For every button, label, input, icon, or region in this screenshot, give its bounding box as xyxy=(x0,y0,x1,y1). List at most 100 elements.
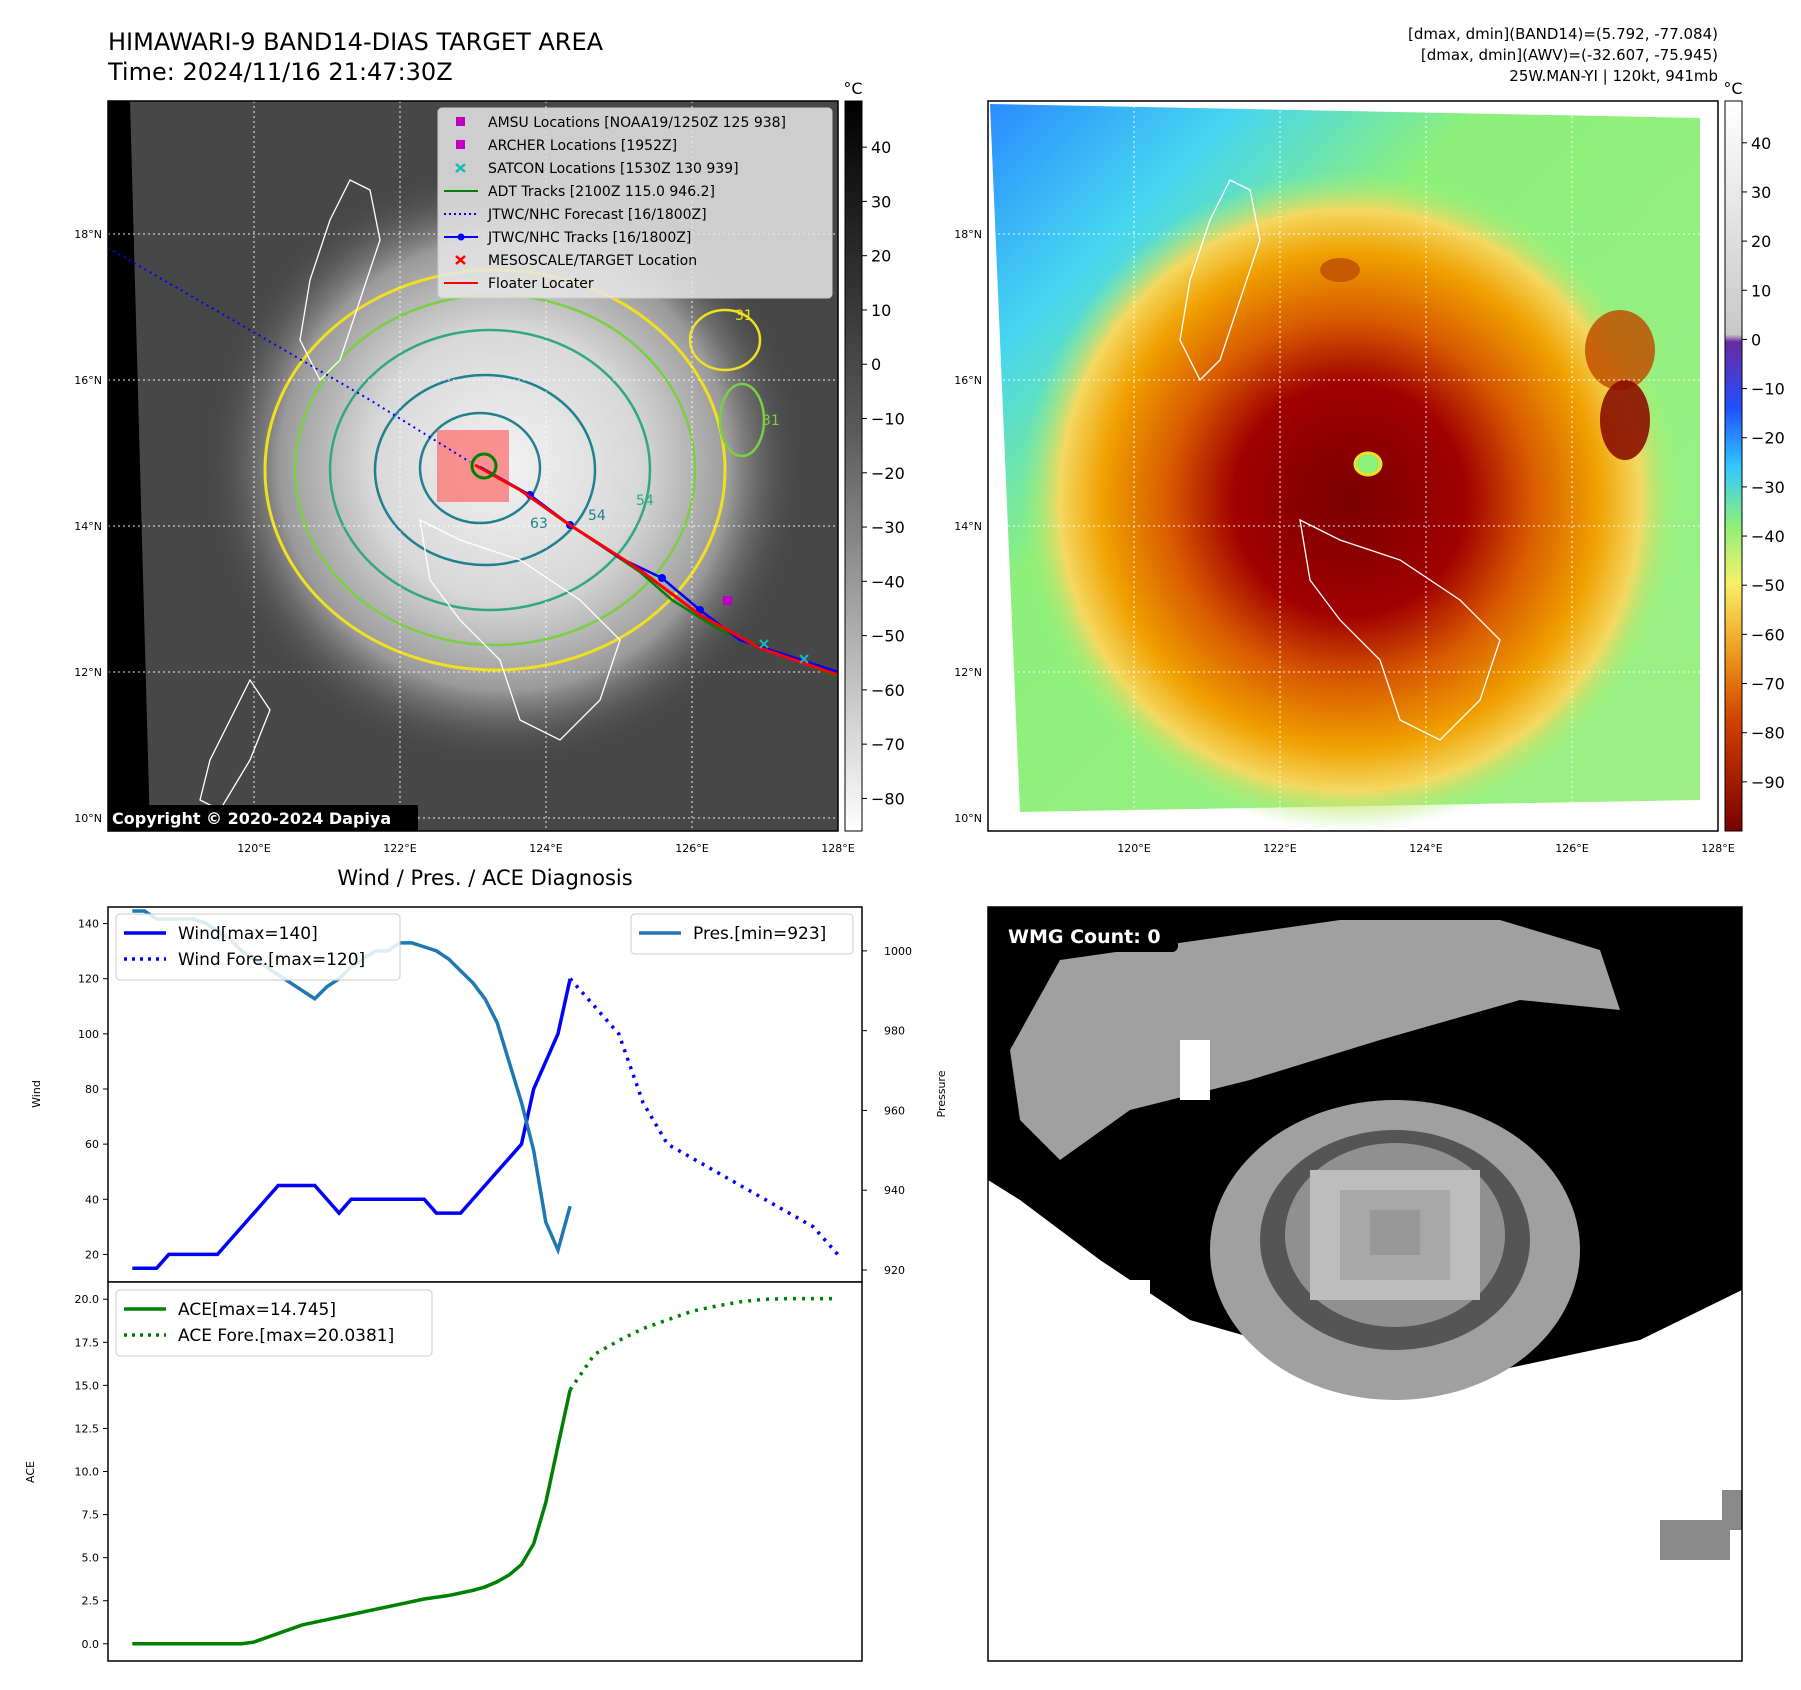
lon-tick-label: 122°E xyxy=(1263,842,1296,855)
colorbar-tick-label: −60 xyxy=(1751,625,1785,644)
lon-tick-label: 122°E xyxy=(383,842,416,855)
legend-label: JTWC/NHC Tracks [16/1800Z] xyxy=(487,230,691,246)
colorbar-tick-label: 0 xyxy=(1751,330,1761,349)
legend-label: ADT Tracks [2100Z 115.0 946.2] xyxy=(488,184,715,200)
y-tick-label: 0.0 xyxy=(82,1638,100,1651)
colorbar-tick-label: −50 xyxy=(1751,576,1785,595)
chart-legend: Wind[max=140] Wind Fore.[max=120] xyxy=(115,913,401,981)
eye xyxy=(1353,451,1383,477)
pressure-axis-label: Pressure xyxy=(935,1070,948,1117)
lat-tick-label: 12°N xyxy=(74,666,102,679)
wind-axis-label: Wind xyxy=(30,1080,43,1108)
copyright-text: Copyright © 2020-2024 Dapiya xyxy=(112,809,391,828)
legend-item: Floater Locater xyxy=(444,276,594,292)
colorbar-tick-label: −20 xyxy=(1751,429,1785,448)
legend-label: Floater Locater xyxy=(488,276,594,292)
y2-tick-label: 920 xyxy=(884,1264,905,1277)
chart-legend: Pres.[min=923] xyxy=(630,913,854,955)
colorbar-tick-label: −60 xyxy=(871,681,905,700)
series-line xyxy=(568,977,839,1256)
contour-label: 63 xyxy=(530,516,548,532)
y-tick-label: 20 xyxy=(85,1248,99,1261)
lon-tick-label: 124°E xyxy=(529,842,562,855)
colorbar-tick-label: −80 xyxy=(871,789,905,808)
legend-item: JTWC/NHC Forecast [16/1800Z] xyxy=(444,207,707,223)
y-tick-label: 17.5 xyxy=(75,1336,100,1349)
y-tick-label: 40 xyxy=(85,1193,99,1206)
chart-legend-label: ACE Fore.[max=20.0381] xyxy=(178,1326,394,1346)
legend-item: SATCON Locations [1530Z 130 939] xyxy=(455,161,739,177)
y2-tick-label: 940 xyxy=(884,1184,905,1197)
figure-title: HIMAWARI-9 BAND14-DIAS TARGET AREA xyxy=(108,28,604,56)
lon-tick-label: 120°E xyxy=(237,842,270,855)
contour-label: 54 xyxy=(588,508,606,524)
contour-label: 31 xyxy=(735,308,753,324)
lat-tick-label: 16°N xyxy=(954,374,982,387)
colorbar-tick-label: 20 xyxy=(1751,232,1771,251)
lat-tick-label: 10°N xyxy=(954,812,982,825)
y-tick-label: 7.5 xyxy=(82,1509,100,1522)
series-line xyxy=(132,1389,572,1646)
lat-tick-label: 14°N xyxy=(74,520,102,533)
legend-item: MESOSCALE/TARGET Location xyxy=(455,253,697,269)
chart-legend-label: Pres.[min=923] xyxy=(693,924,826,944)
legend-item: ARCHER Locations [1952Z] xyxy=(456,138,677,154)
colorbar-tick-label: −50 xyxy=(871,627,905,646)
legend-label: JTWC/NHC Forecast [16/1800Z] xyxy=(487,207,707,223)
info-line-band14: [dmax, dmin](BAND14)=(5.792, -77.084) xyxy=(1408,25,1718,43)
y-tick-label: 5.0 xyxy=(82,1552,100,1565)
legend-label: SATCON Locations [1530Z 130 939] xyxy=(488,161,739,177)
legend-item: AMSU Locations [NOAA19/1250Z 125 938] xyxy=(456,115,786,131)
info-line-awv: [dmax, dmin](AWV)=(-32.607, -75.945) xyxy=(1421,46,1718,64)
y-tick-label: 2.5 xyxy=(82,1595,100,1608)
colorbar-tick-label: 10 xyxy=(1751,281,1771,300)
y-tick-label: 60 xyxy=(85,1138,99,1151)
chart-legend: ACE[max=14.745] ACE Fore.[max=20.0381] xyxy=(115,1289,433,1357)
y-tick-label: 100 xyxy=(78,1028,99,1041)
ir-colorbar xyxy=(844,100,863,832)
contour-label: 31 xyxy=(762,413,780,429)
colorbar-tick-label: 10 xyxy=(871,301,891,320)
y2-tick-label: 1000 xyxy=(884,945,912,958)
series-line xyxy=(568,1296,838,1391)
map-legend: AMSU Locations [NOAA19/1250Z 125 938] ARC… xyxy=(437,107,833,299)
wmg-count-label: WMG Count: 0 xyxy=(1008,926,1161,948)
info-line-storm: 25W.MAN-YI | 120kt, 941mb xyxy=(1509,67,1718,85)
wmg-panel xyxy=(988,907,1742,1661)
colorbar-tick-label: 20 xyxy=(871,247,891,266)
lat-tick-label: 18°N xyxy=(954,228,982,241)
lat-tick-label: 18°N xyxy=(74,228,102,241)
colorbar-tick-label: −10 xyxy=(1751,380,1785,399)
colorbar-tick-label: −30 xyxy=(871,518,905,537)
colorbar-tick-label: −10 xyxy=(871,410,905,429)
y-tick-label: 12.5 xyxy=(75,1422,100,1435)
legend-item: JTWC/NHC Tracks [16/1800Z] xyxy=(444,230,691,246)
y-tick-label: 80 xyxy=(85,1083,99,1096)
jtwc-forecast-track xyxy=(108,247,471,463)
series-line xyxy=(132,978,572,1270)
colorbar-tick-label: −40 xyxy=(1751,527,1785,546)
lat-tick-label: 16°N xyxy=(74,374,102,387)
lon-tick-label: 128°E xyxy=(821,842,854,855)
y-tick-label: 120 xyxy=(78,973,99,986)
colorbar-tick-label: 30 xyxy=(1751,183,1771,202)
colorbar-tick-label: −80 xyxy=(1751,724,1785,743)
ace-axis-label: ACE xyxy=(24,1461,37,1483)
lat-tick-label: 12°N xyxy=(954,666,982,679)
legend-label: MESOSCALE/TARGET Location xyxy=(488,253,697,269)
enhanced-colorbar-unit: °C xyxy=(1723,79,1742,98)
colorbar-tick-label: −70 xyxy=(1751,675,1785,694)
colorbar-tick-label: 0 xyxy=(871,355,881,374)
colorbar-tick-label: −90 xyxy=(1751,773,1785,792)
colorbar-tick-label: 40 xyxy=(1751,134,1771,153)
y-tick-label: 15.0 xyxy=(75,1379,100,1392)
lon-tick-label: 126°E xyxy=(1555,842,1588,855)
chart-legend-label: Wind Fore.[max=120] xyxy=(178,950,365,970)
lon-tick-label: 120°E xyxy=(1117,842,1150,855)
legend-label: AMSU Locations [NOAA19/1250Z 125 938] xyxy=(488,115,786,131)
chart-legend-label: ACE[max=14.745] xyxy=(178,1300,336,1320)
enhanced-map xyxy=(988,101,1718,831)
lon-tick-label: 128°E xyxy=(1701,842,1734,855)
lat-tick-label: 14°N xyxy=(954,520,982,533)
colorbar-tick-label: −30 xyxy=(1751,478,1785,497)
